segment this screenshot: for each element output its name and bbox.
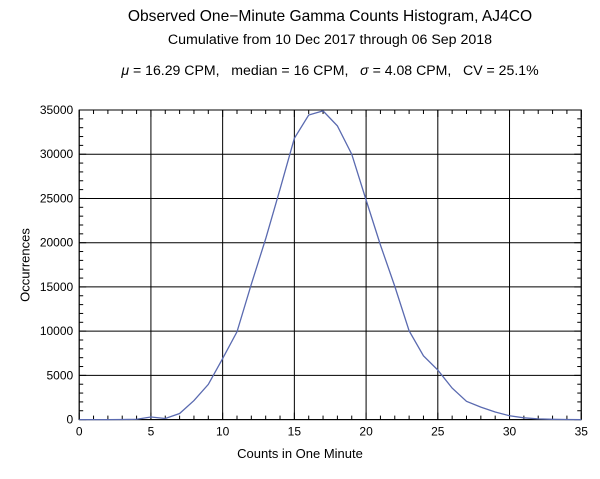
svg-text:30: 30 [503, 425, 517, 439]
svg-text:25000: 25000 [40, 191, 74, 205]
svg-text:15000: 15000 [40, 280, 74, 294]
svg-text:35000: 35000 [40, 103, 74, 117]
svg-text:10: 10 [216, 425, 230, 439]
svg-text:10000: 10000 [40, 324, 74, 338]
svg-text:20000: 20000 [40, 236, 74, 250]
svg-text:0: 0 [67, 413, 74, 427]
svg-text:5000: 5000 [46, 368, 73, 382]
svg-text:20: 20 [359, 425, 373, 439]
svg-text:15: 15 [288, 425, 302, 439]
svg-text:0: 0 [76, 425, 83, 439]
svg-text:25: 25 [431, 425, 445, 439]
svg-text:35: 35 [575, 425, 589, 439]
svg-text:30000: 30000 [40, 147, 74, 161]
svg-text:5: 5 [148, 425, 155, 439]
